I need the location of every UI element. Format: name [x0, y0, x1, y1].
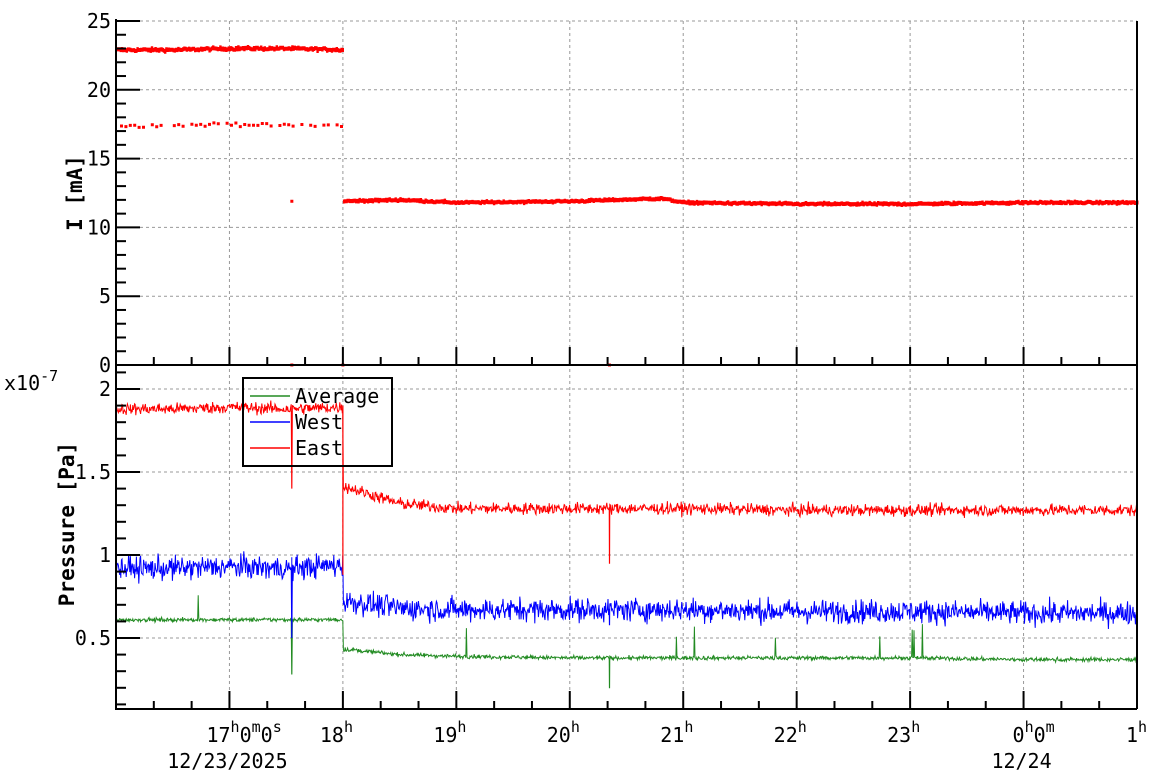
bottom-y-tick-label: 1	[99, 543, 111, 567]
legend-label-east: East	[295, 436, 343, 460]
bottom-y-axis-title: Pressure [Pa]	[55, 442, 79, 606]
x-tick-label: 20h	[547, 718, 580, 747]
top-y-tick-label: 10	[87, 215, 111, 239]
current-plot-data	[116, 45, 1139, 367]
bottom-y-axis-ticks: 0.5 1 1.5 2	[75, 371, 140, 706]
legend-label-average: Average	[295, 384, 379, 408]
x-date-label: 12/24	[991, 749, 1051, 773]
x-tick-label: 0h0m	[1013, 718, 1055, 747]
top-y-axis-ticks: 0 5 10 15 20 25	[87, 9, 1138, 377]
top-y-tick-label: 25	[87, 9, 111, 33]
pressure-plot-data	[116, 400, 1137, 689]
y-multiplier: x10-7	[4, 367, 58, 395]
x-tick-label: 21h	[660, 718, 693, 747]
x-tick-label: 22h	[774, 718, 807, 747]
x-tick-label: 19h	[433, 718, 466, 747]
x-tick-label: 1h	[1126, 718, 1147, 747]
legend-box	[242, 377, 393, 467]
bottom-y-tick-label: 1.5	[75, 460, 111, 484]
top-y-tick-label: 20	[87, 78, 111, 102]
bottom-y-tick-label: 2	[99, 377, 111, 401]
x-tick-label: 23h	[887, 718, 920, 747]
top-y-axis-title: I [mA]	[63, 155, 87, 231]
bottom-y-tick-label: 0.5	[75, 626, 111, 650]
top-y-tick-label: 0	[99, 353, 111, 377]
top-y-tick-label: 15	[87, 147, 111, 171]
legend-label-west: West	[295, 410, 343, 434]
x-date-label: 12/23/2025	[167, 749, 287, 773]
x-tick-label: 17h0m0s	[206, 718, 281, 747]
top-y-tick-label: 5	[99, 284, 111, 308]
x-tick-label: 18h	[320, 718, 353, 747]
